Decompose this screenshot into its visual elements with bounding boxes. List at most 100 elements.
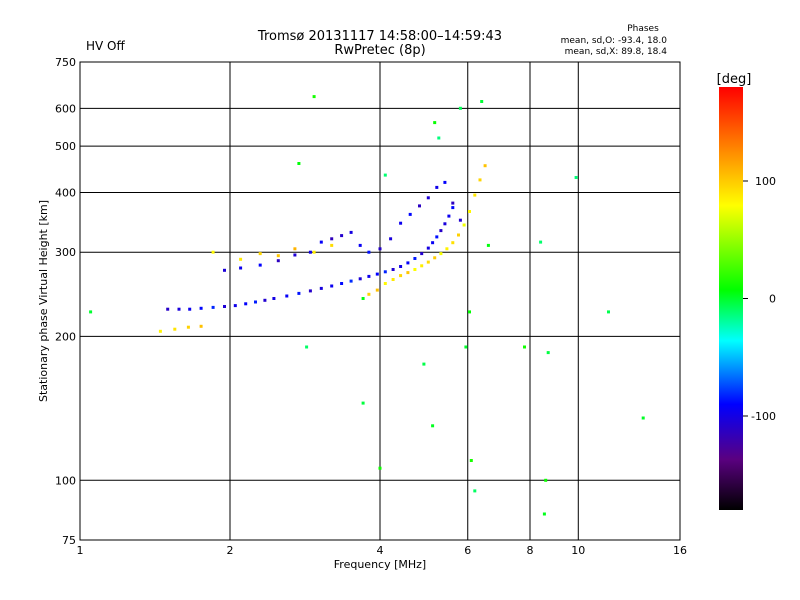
data-point [468,310,471,314]
data-point [367,274,371,278]
data-point [233,304,237,308]
data-point [293,247,297,251]
colorbar-tick-label: 0 [769,293,776,306]
y-tick-label: 300 [55,246,76,259]
data-point [293,253,297,257]
data-point [473,193,477,197]
data-point [263,298,267,302]
y-tick-label: 75 [62,534,76,547]
data-point [375,288,379,292]
y-tick-label: 200 [55,330,76,343]
data-point [158,329,162,333]
colorbar-tick-label: -100 [751,410,776,423]
data-point [464,345,468,349]
data-point [378,466,382,470]
data-point [413,257,417,260]
data-point [420,264,424,268]
data-point [399,221,403,225]
data-point [451,201,455,205]
data-point [349,279,353,283]
data-point [447,214,451,218]
data-point [486,243,490,247]
data-point [406,261,410,265]
data-point [199,306,203,310]
status-label: HV Off [86,39,125,53]
data-point [443,222,447,226]
data-point [330,243,334,247]
x-tick-label: 10 [571,544,585,557]
data-point [367,250,371,254]
data-point [276,254,280,258]
data-point [443,180,447,184]
data-point [297,291,301,295]
data-point [211,250,215,254]
data-point [480,100,484,103]
data-point [272,297,276,300]
y-tick-label: 500 [55,140,76,153]
data-point [358,243,362,247]
data-point [462,223,466,227]
data-point [439,229,443,233]
data-point [308,289,312,293]
data-point [607,310,610,314]
data-point [437,136,441,140]
data-point [378,247,382,251]
data-point [426,260,430,264]
y-tick-label: 600 [55,102,76,115]
data-point [420,252,424,256]
data-point [539,240,543,244]
data-point [319,240,323,244]
data-point [389,237,393,241]
grid-lines [80,62,680,540]
data-point [544,478,548,482]
data-point [383,173,387,177]
data-point [457,233,460,237]
data-point [458,218,462,222]
data-point [426,196,430,200]
data-point [276,259,280,263]
plot-frame [79,61,681,541]
data-point [431,424,435,428]
data-point [406,271,410,275]
data-point [239,257,243,261]
data-point [297,162,301,165]
stats-o-line: mean, sd,O: -93.4, 18.0 [561,36,668,46]
data-point [199,324,203,328]
y-axis-ticks: 75 100 200 300 400 500 600 750 [55,56,76,547]
data-point [542,512,546,516]
x-axis-label: Frequency [MHz] [334,558,426,571]
data-point [413,268,417,271]
data-point [223,305,226,308]
data-point [340,282,344,285]
x-tick-label: 8 [527,544,534,557]
colorbar-tick-label: 100 [755,175,776,188]
data-point [367,292,371,296]
data-point [223,268,226,272]
data-point [391,268,395,271]
data-point [433,256,437,260]
x-tick-label: 2 [227,544,234,557]
data-point [399,274,403,278]
data-point [391,278,395,281]
data-point [426,246,430,250]
data-point [258,252,262,256]
data-point [244,302,248,306]
data-point [574,176,578,179]
x-tick-label: 16 [673,544,687,557]
data-point [308,250,312,254]
data-point [285,294,289,298]
x-tick-label: 6 [464,544,471,557]
data-point [330,237,334,241]
x-tick-label: 1 [77,544,84,557]
data-point [173,327,177,331]
data-point [469,459,473,462]
data-point [458,106,462,110]
stats-x-line: mean, sd,X: 89.8, 18.4 [565,47,668,57]
x-axis-ticks: 1 2 4 6 8 10 16 [77,544,688,557]
y-tick-label: 100 [55,474,76,487]
data-point [258,263,262,267]
data-point [546,351,550,355]
data-point [473,489,477,493]
data-point [330,284,334,288]
